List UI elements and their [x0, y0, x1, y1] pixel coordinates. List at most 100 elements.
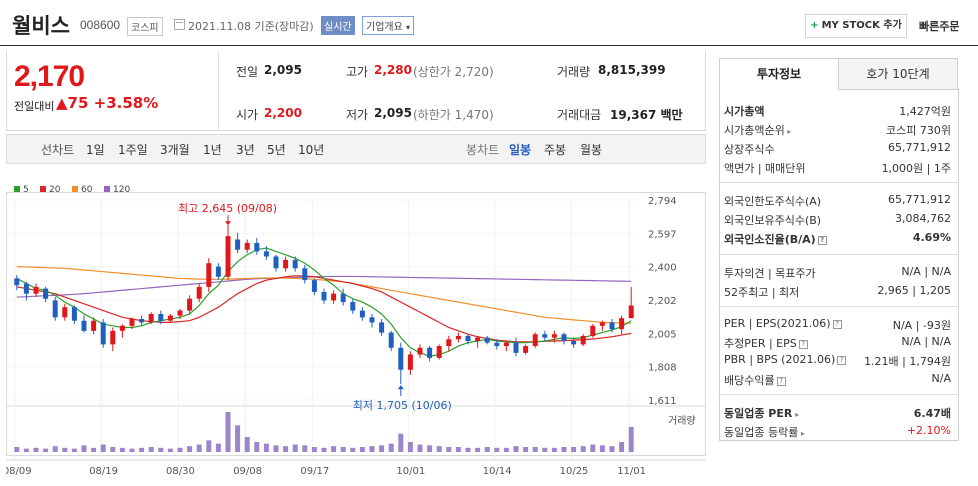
dividend-text: 배당수익률 — [724, 374, 775, 387]
foreign-limit-label: 외국인한도주식수(A) — [724, 195, 822, 208]
y-tick-label: 2,400 — [648, 263, 677, 274]
realtime-button[interactable]: 실시간 — [321, 16, 355, 35]
candle-body — [196, 286, 202, 299]
volume-bar — [52, 446, 58, 452]
x-tick-label: 10/01 — [396, 466, 425, 477]
industry-per-label[interactable]: 동일업종 PER ▸ — [724, 405, 799, 421]
x-tick-label: 10/14 — [483, 466, 512, 477]
volume-bar — [542, 447, 548, 452]
volume-bar — [206, 440, 212, 452]
company-overview-dropdown[interactable]: 기업개요 ▾ — [362, 16, 415, 35]
candle-body — [340, 293, 346, 303]
candle-body — [129, 319, 135, 326]
candle-body — [139, 319, 145, 323]
tab-invest-info[interactable]: 투자정보 — [719, 58, 839, 90]
caret-right-icon: ▸ — [798, 429, 805, 438]
min-arrow-icon — [397, 385, 404, 390]
candle-body — [148, 313, 154, 323]
change-label: 전일대비 — [14, 100, 55, 113]
candle-body — [62, 307, 68, 318]
period-weekly[interactable]: 주봉 — [544, 143, 567, 157]
high-value: 2,280 — [374, 63, 412, 77]
volume-bar — [292, 444, 298, 452]
volume-bar — [302, 445, 308, 452]
industry-rate-label[interactable]: 동일업종 등락률 ▸ — [724, 424, 805, 440]
volume-bar — [196, 444, 202, 452]
current-price: 2,170 — [14, 60, 85, 93]
market-cap-rank-label[interactable]: 시가총액순위 ▸ — [724, 122, 791, 138]
tab-ask-10[interactable]: 호가 10단계 — [838, 58, 958, 90]
period-3y[interactable]: 3년 — [236, 143, 255, 157]
volume-bar — [71, 448, 77, 452]
market-cap-value: 1,427억원 — [899, 105, 951, 118]
period-1y[interactable]: 1년 — [203, 143, 222, 157]
volume-bar — [532, 447, 538, 452]
help-icon[interactable]: ? — [817, 236, 827, 245]
volume-bar — [561, 447, 567, 452]
volume-bar — [388, 443, 394, 452]
volume-bar — [215, 443, 221, 452]
section-divider — [719, 254, 959, 255]
volume-bar — [571, 447, 577, 452]
x-tick-label: 09/08 — [233, 466, 262, 477]
reference-date: 2021.11.08 기준(장마감) — [188, 20, 314, 33]
w52-label: 52주최고 | 최저 — [724, 286, 800, 299]
candle-body — [158, 313, 164, 321]
est-per-value: N/A | N/A — [901, 335, 951, 348]
volume-bar — [340, 447, 346, 452]
y-tick-label: 2,597 — [648, 229, 677, 240]
header-divider — [0, 45, 978, 46]
open-label: 시가 — [236, 108, 259, 122]
volume-bar — [513, 446, 519, 452]
legend-swatch — [40, 186, 46, 192]
period-10y[interactable]: 10년 — [298, 143, 325, 157]
candle-body — [398, 347, 404, 370]
candle-body — [494, 342, 500, 347]
price-chart[interactable]: 5 20 60 120 2,794 2,597 2,400 2,202 2,005 1,808 1,… — [6, 166, 706, 486]
volume-bar — [62, 447, 68, 452]
market-cap-label: 시가총액 — [724, 105, 765, 118]
calendar-icon — [174, 19, 185, 30]
period-monthly[interactable]: 월봉 — [580, 143, 603, 157]
y-tick-label: 1,808 — [648, 363, 677, 374]
help-icon[interactable]: ? — [798, 340, 808, 349]
candle-body — [283, 259, 289, 269]
y-tick-label: 2,202 — [648, 296, 677, 307]
candle-body — [465, 335, 471, 341]
invest-info-panel — [719, 89, 959, 441]
help-icon[interactable]: ? — [837, 356, 847, 365]
legend-swatch — [104, 186, 110, 192]
foreign-limit-value: 65,771,912 — [888, 193, 951, 206]
candle-body — [311, 280, 317, 292]
volume-bar — [455, 447, 461, 452]
volume-bar — [187, 446, 193, 452]
volume-bar — [254, 442, 260, 452]
period-1w[interactable]: 1주일 — [118, 143, 148, 157]
candle-body — [590, 325, 596, 336]
help-icon[interactable]: ? — [776, 377, 786, 386]
amount-label: 거래대금 — [557, 108, 602, 122]
help-icon[interactable]: ? — [832, 320, 842, 329]
volume-bar — [523, 447, 529, 452]
volume-bar — [177, 447, 183, 452]
my-stock-add-button[interactable]: + MY STOCK 추가 — [805, 14, 907, 38]
candle-body — [619, 318, 625, 330]
low-value: 2,095 — [374, 106, 412, 120]
volume-label: 거래량 — [557, 65, 591, 79]
candle-body — [542, 334, 548, 338]
period-5y[interactable]: 5년 — [267, 143, 286, 157]
pbr-value: 1.21배 | 1,794원 — [864, 355, 951, 368]
x-tick-label: 08/19 — [89, 466, 118, 477]
pbr-label: PBR | BPS (2021.06)? — [724, 353, 847, 366]
candle-body — [436, 346, 442, 358]
price-divider — [218, 51, 219, 131]
volume-bar — [158, 447, 164, 452]
period-1d[interactable]: 1일 — [86, 143, 105, 157]
industry-rate-text: 동일업종 등락률 — [724, 426, 799, 439]
period-3m[interactable]: 3개월 — [160, 143, 190, 157]
quick-order-button[interactable]: 빠른주문 — [919, 18, 959, 34]
period-daily[interactable]: 일봉 — [509, 143, 532, 157]
x-tick-label: 08/09 — [6, 466, 32, 477]
volume-bar — [494, 447, 500, 452]
volume-bar — [81, 445, 87, 452]
